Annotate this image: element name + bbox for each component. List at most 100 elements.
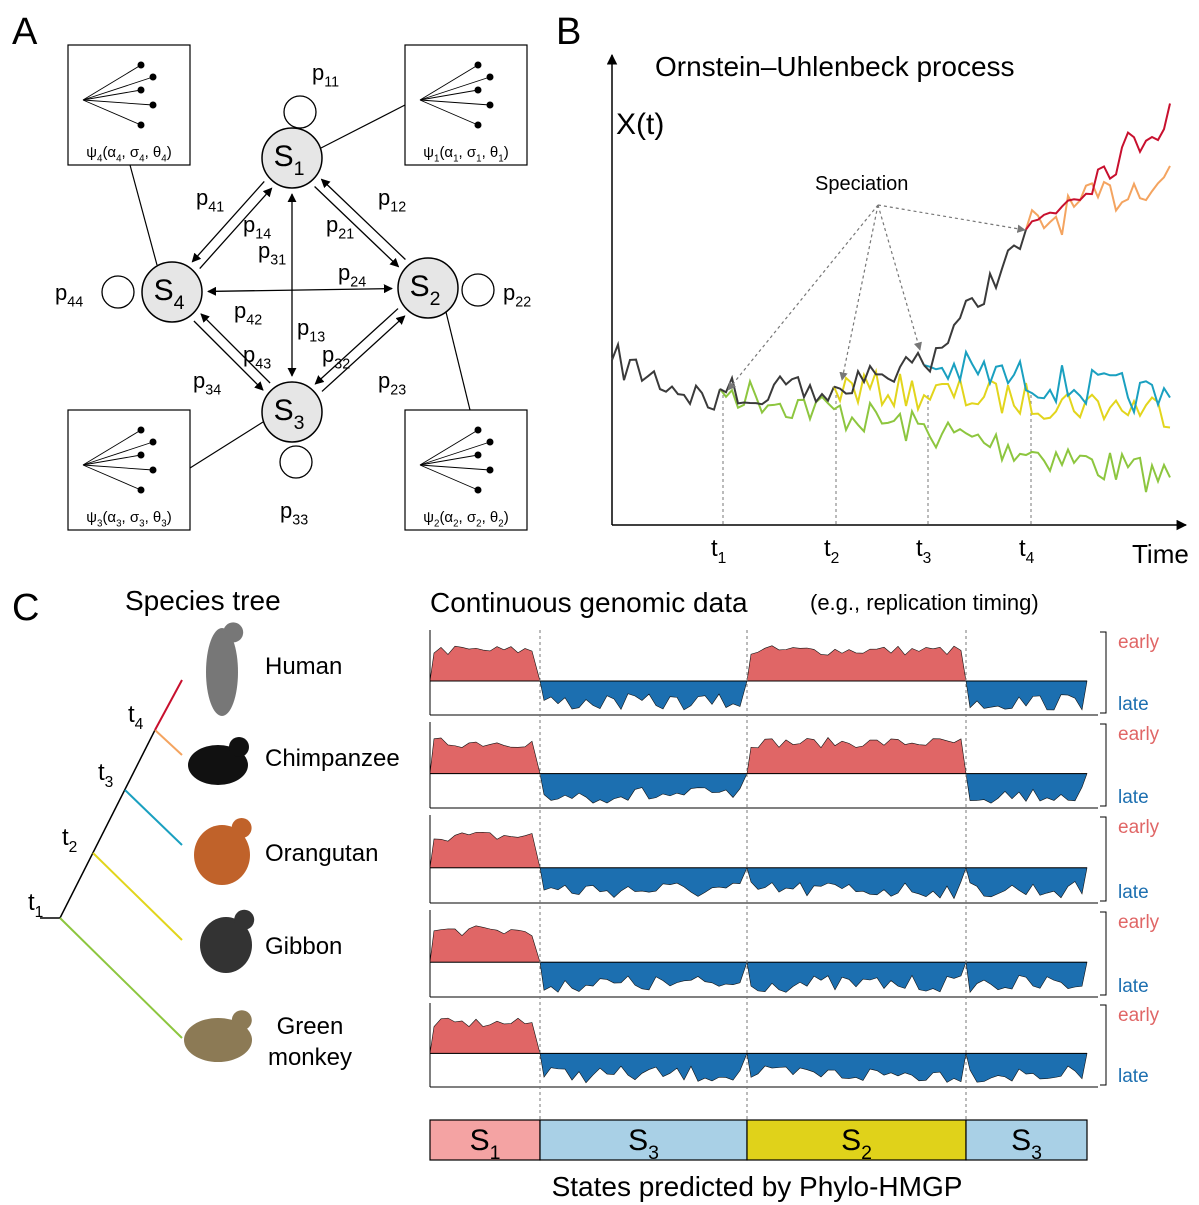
transition-label: p32 [322, 342, 350, 373]
text-run: p [503, 280, 515, 305]
late-signal [966, 774, 1087, 804]
text-run: ψ [423, 144, 434, 161]
data-title: Continuous genomic data [430, 587, 748, 618]
species-name: Orangutan [265, 840, 378, 867]
transition-label: p23 [378, 368, 406, 399]
text-run: 3 [1031, 1142, 1042, 1164]
tree-tip [138, 487, 145, 494]
transition-label: p42 [234, 298, 262, 329]
ou-trajectory [1026, 103, 1170, 229]
tree-tick-label: t4 [128, 701, 144, 733]
text-run: late [1118, 694, 1149, 715]
text-run: early [1118, 912, 1160, 933]
connector [446, 312, 470, 410]
late-signal [540, 962, 747, 992]
ou-trajectory [720, 381, 1170, 492]
connector [190, 422, 263, 468]
early-label: early [1118, 912, 1160, 933]
text-run: 22 [515, 295, 531, 311]
early-signal [430, 1018, 540, 1053]
text-run: 1 [294, 158, 305, 180]
panel-label: B [556, 11, 581, 53]
data-subtitle: (e.g., replication timing) [810, 590, 1039, 615]
text-run: Time [1132, 539, 1189, 569]
transition-label: p34 [193, 368, 221, 399]
late-signal [540, 774, 747, 804]
text-run: B [556, 11, 581, 53]
late-signal [966, 962, 1087, 992]
species-name: Gibbon [265, 933, 342, 960]
text-run: p [297, 315, 309, 340]
text-run: 4 [135, 716, 144, 733]
tree-tip [150, 467, 157, 474]
species-name: Human [265, 653, 342, 680]
late-signal [540, 868, 747, 898]
text-run: (α [439, 144, 453, 161]
text-run: 34 [205, 383, 221, 399]
tree-stem [60, 730, 155, 918]
self-loop [102, 276, 134, 308]
ou-trajectory [924, 229, 1026, 371]
late-signal [540, 1053, 747, 1082]
tree-tip [150, 439, 157, 446]
late-label: late [1118, 694, 1149, 715]
tree-tip [475, 487, 482, 494]
tree-branch [125, 790, 182, 845]
transition-label: p21 [326, 212, 354, 243]
text-run: 2 [430, 288, 441, 310]
text-run: 1 [718, 550, 727, 567]
text-run: , θ [482, 509, 499, 526]
text-run: 33 [292, 513, 308, 529]
text-run: 2 [831, 550, 840, 567]
states-title: States predicted by Phylo-HMGP [552, 1171, 963, 1202]
text-run: late [1118, 976, 1149, 997]
late-signal [966, 681, 1087, 710]
annotation-arrow [878, 205, 1025, 230]
text-run: p [326, 212, 338, 237]
text-run: 44 [67, 295, 83, 311]
tree-branch [60, 918, 182, 1038]
text-run: Green [277, 1013, 344, 1040]
connector [321, 105, 405, 148]
text-run: early [1118, 724, 1160, 745]
tree-branch [155, 680, 182, 730]
text-run: (α [102, 144, 116, 161]
text-run: Speciation [815, 173, 908, 195]
tree-tip [475, 122, 482, 129]
panel-label: C [12, 587, 39, 629]
animal-head [232, 1010, 252, 1030]
text-run: ) [504, 144, 509, 161]
text-run: Chimpanzee [265, 745, 400, 772]
text-run: Ornstein–Uhlenbeck process [655, 51, 1015, 82]
tree-title: Species tree [125, 585, 281, 616]
self-loop [462, 274, 494, 306]
range-bracket [1100, 724, 1106, 806]
text-run: 3 [923, 550, 932, 567]
tree-tip [487, 74, 494, 81]
early-signal [747, 738, 966, 774]
tree-tip [138, 122, 145, 129]
late-label: late [1118, 976, 1149, 997]
text-run: Gibbon [265, 933, 342, 960]
species-name: Green [277, 1013, 344, 1040]
range-bracket [1100, 912, 1106, 995]
text-run: S [1011, 1124, 1031, 1157]
text-run: p [378, 185, 390, 210]
time-tick-label: t2 [824, 535, 839, 567]
transition-label: p11 [312, 60, 339, 91]
self-loop [284, 96, 316, 128]
text-run: Continuous genomic data [430, 587, 748, 618]
text-run: ψ [423, 509, 434, 526]
figure: Aψ4(α4, σ4, θ4)ψ1(α1, σ1, θ1)ψ3(α3, σ3, … [0, 0, 1199, 1205]
text-run: , σ [459, 144, 477, 161]
text-run: 4 [174, 292, 185, 314]
text-run: p [338, 260, 350, 285]
text-run: monkey [268, 1044, 352, 1071]
text-run: p [322, 342, 334, 367]
text-run: S [410, 270, 430, 303]
text-run: States predicted by Phylo-HMGP [552, 1171, 963, 1202]
text-run: , σ [122, 509, 140, 526]
panel-label: A [12, 11, 38, 53]
text-run: p [193, 368, 205, 393]
tree-tick-label: t2 [62, 824, 77, 856]
